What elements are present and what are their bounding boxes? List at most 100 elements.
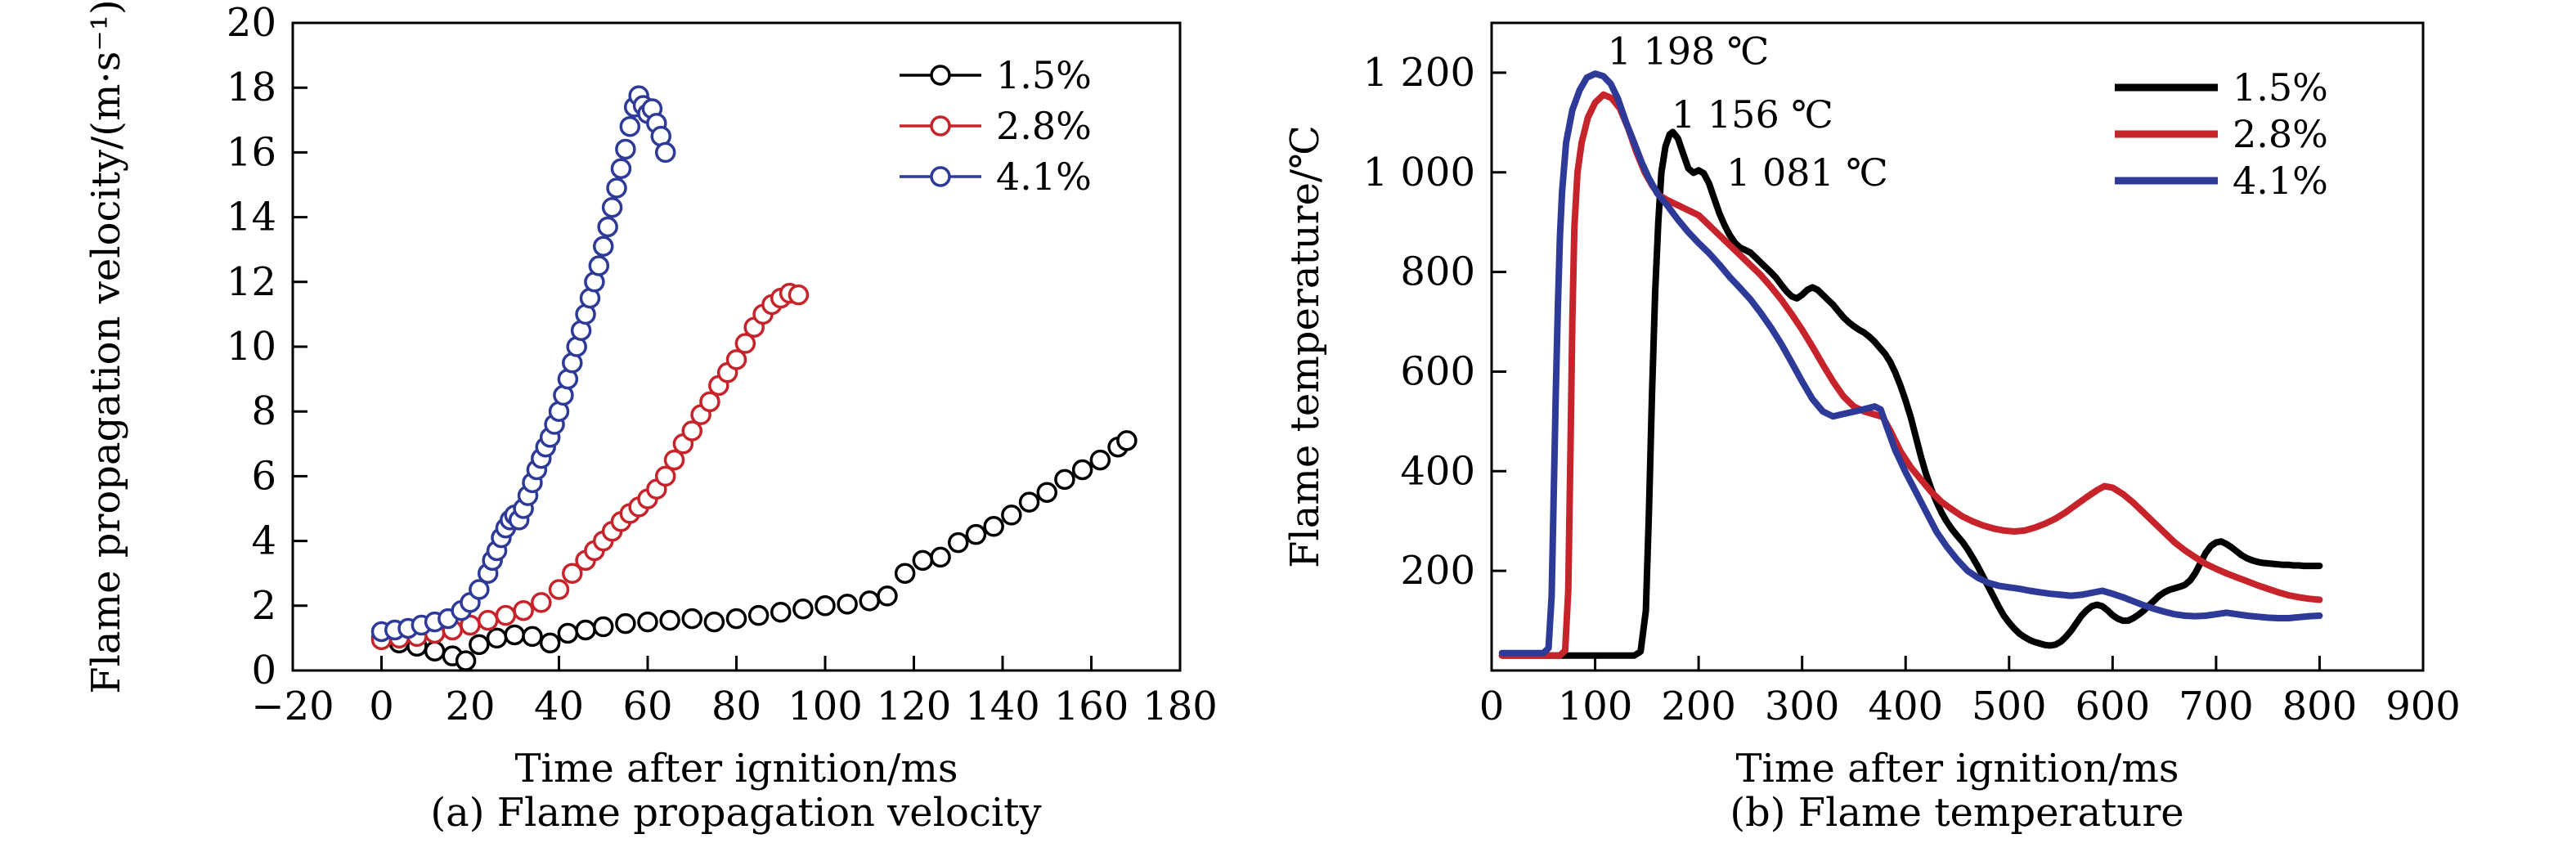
data-point (495, 604, 517, 626)
x-tick-label: 140 (965, 684, 1040, 729)
data-point (1054, 469, 1075, 491)
x-axis-title: Time after ignition/ms (1736, 746, 2179, 791)
x-tick-label: 500 (1972, 684, 2047, 729)
x-tick-label: 700 (2179, 684, 2254, 729)
y-axis-title: Flame propagation velocity/(m·s⁻¹) (83, 0, 129, 694)
x-tick-label: 0 (369, 684, 394, 729)
peak-temperature-annotation: 1 198 ℃ (1608, 29, 1770, 74)
data-point (659, 609, 680, 631)
data-point (424, 640, 446, 661)
x-tick-label: 160 (1054, 684, 1129, 729)
data-point (663, 449, 685, 471)
x-tick-label: 20 (445, 684, 495, 729)
series-1-5pct (370, 430, 1138, 671)
data-point (965, 523, 987, 545)
y-tick-label: 4 (251, 518, 276, 564)
y-tick-label: 0 (251, 648, 276, 693)
data-point (539, 632, 561, 654)
x-tick-label: 900 (2385, 684, 2461, 729)
y-tick-label: 2 (251, 583, 276, 629)
data-point (770, 601, 792, 623)
data-point (615, 138, 636, 160)
plot-frame (1490, 21, 2425, 672)
data-point (1089, 449, 1111, 471)
data-point (531, 592, 552, 613)
caption-velocity: (a) Flame propagation velocity (430, 790, 1042, 836)
y-tick-label: 200 (1400, 548, 1475, 594)
y-tick-label: 16 (227, 129, 276, 175)
data-point (597, 216, 618, 238)
chart-temperature: 0 100 200 300 400 500 600 700 800 900 200 400 600 800… (1282, 21, 2461, 791)
x-tick-label: 80 (711, 684, 761, 729)
x-tick-label: 100 (788, 684, 863, 729)
data-point (792, 599, 814, 620)
series-4-1pct (1498, 70, 2323, 657)
data-point (513, 599, 534, 621)
data-point (1018, 491, 1040, 513)
x-tick-label: −20 (251, 684, 334, 729)
data-line (1498, 128, 2323, 659)
x-tick-label: 180 (1142, 684, 1218, 729)
legend-marker (930, 65, 951, 86)
y-tick-label: 20 (227, 0, 276, 46)
x-tick-label: 40 (534, 684, 584, 729)
y-axis: 200 400 600 800 1 000 1 200 (1363, 50, 1506, 594)
x-tick-label: 300 (1765, 684, 1840, 729)
y-tick-label: 800 (1400, 249, 1475, 295)
data-point (747, 604, 770, 626)
data-point (588, 255, 610, 276)
data-point (455, 650, 477, 671)
data-point (815, 595, 836, 617)
data-point (469, 634, 490, 656)
data-point (477, 609, 499, 631)
x-tick-label: 0 (1479, 684, 1505, 729)
y-tick-label: 400 (1400, 448, 1475, 494)
y-tick-label: 1 000 (1363, 150, 1475, 195)
x-tick-label: 100 (1558, 684, 1633, 729)
data-point (912, 549, 934, 572)
legend-label: 4.1% (2233, 159, 2328, 203)
data-point (1116, 430, 1138, 451)
data-point (681, 608, 702, 630)
data-point (725, 608, 747, 630)
x-axis-title: Time after ignition/ms (515, 746, 958, 791)
data-point (930, 546, 951, 568)
data-point (654, 141, 676, 164)
x-tick-label: 60 (622, 684, 672, 729)
data-point (725, 349, 747, 370)
legend-temperature: 1.5%2.8%4.1% (2115, 65, 2328, 203)
caption-temperature: (b) Flame temperature (1730, 790, 2184, 836)
data-point (734, 333, 756, 354)
data-point (983, 516, 1004, 537)
y-tick-label: 8 (251, 388, 276, 434)
data-point (601, 196, 623, 218)
y-tick-label: 10 (227, 324, 276, 370)
data-point (654, 465, 676, 487)
data-point (837, 594, 858, 615)
data-point (606, 177, 627, 199)
series-4-1pct (370, 85, 676, 643)
data-point (469, 579, 490, 600)
legend-label: 2.8% (2233, 112, 2328, 156)
data-point (699, 391, 720, 413)
data-point (619, 115, 641, 137)
data-point (593, 235, 614, 257)
data-point (948, 531, 969, 554)
data-point (593, 616, 614, 638)
data-point (859, 590, 880, 612)
legend-marker (930, 115, 951, 137)
data-point (1036, 482, 1057, 503)
data-point (894, 563, 916, 584)
y-tick-label: 6 (251, 453, 276, 499)
data-point (1001, 504, 1022, 526)
y-tick-label: 1 200 (1363, 50, 1475, 96)
data-point (557, 622, 579, 644)
legend-marker (930, 166, 951, 187)
x-tick-label: 120 (877, 684, 952, 729)
legend-label: 1.5% (996, 53, 1092, 97)
data-point (1071, 459, 1093, 481)
y-tick-label: 12 (227, 259, 276, 305)
data-point (575, 619, 596, 641)
legend-label: 2.8% (996, 104, 1092, 148)
